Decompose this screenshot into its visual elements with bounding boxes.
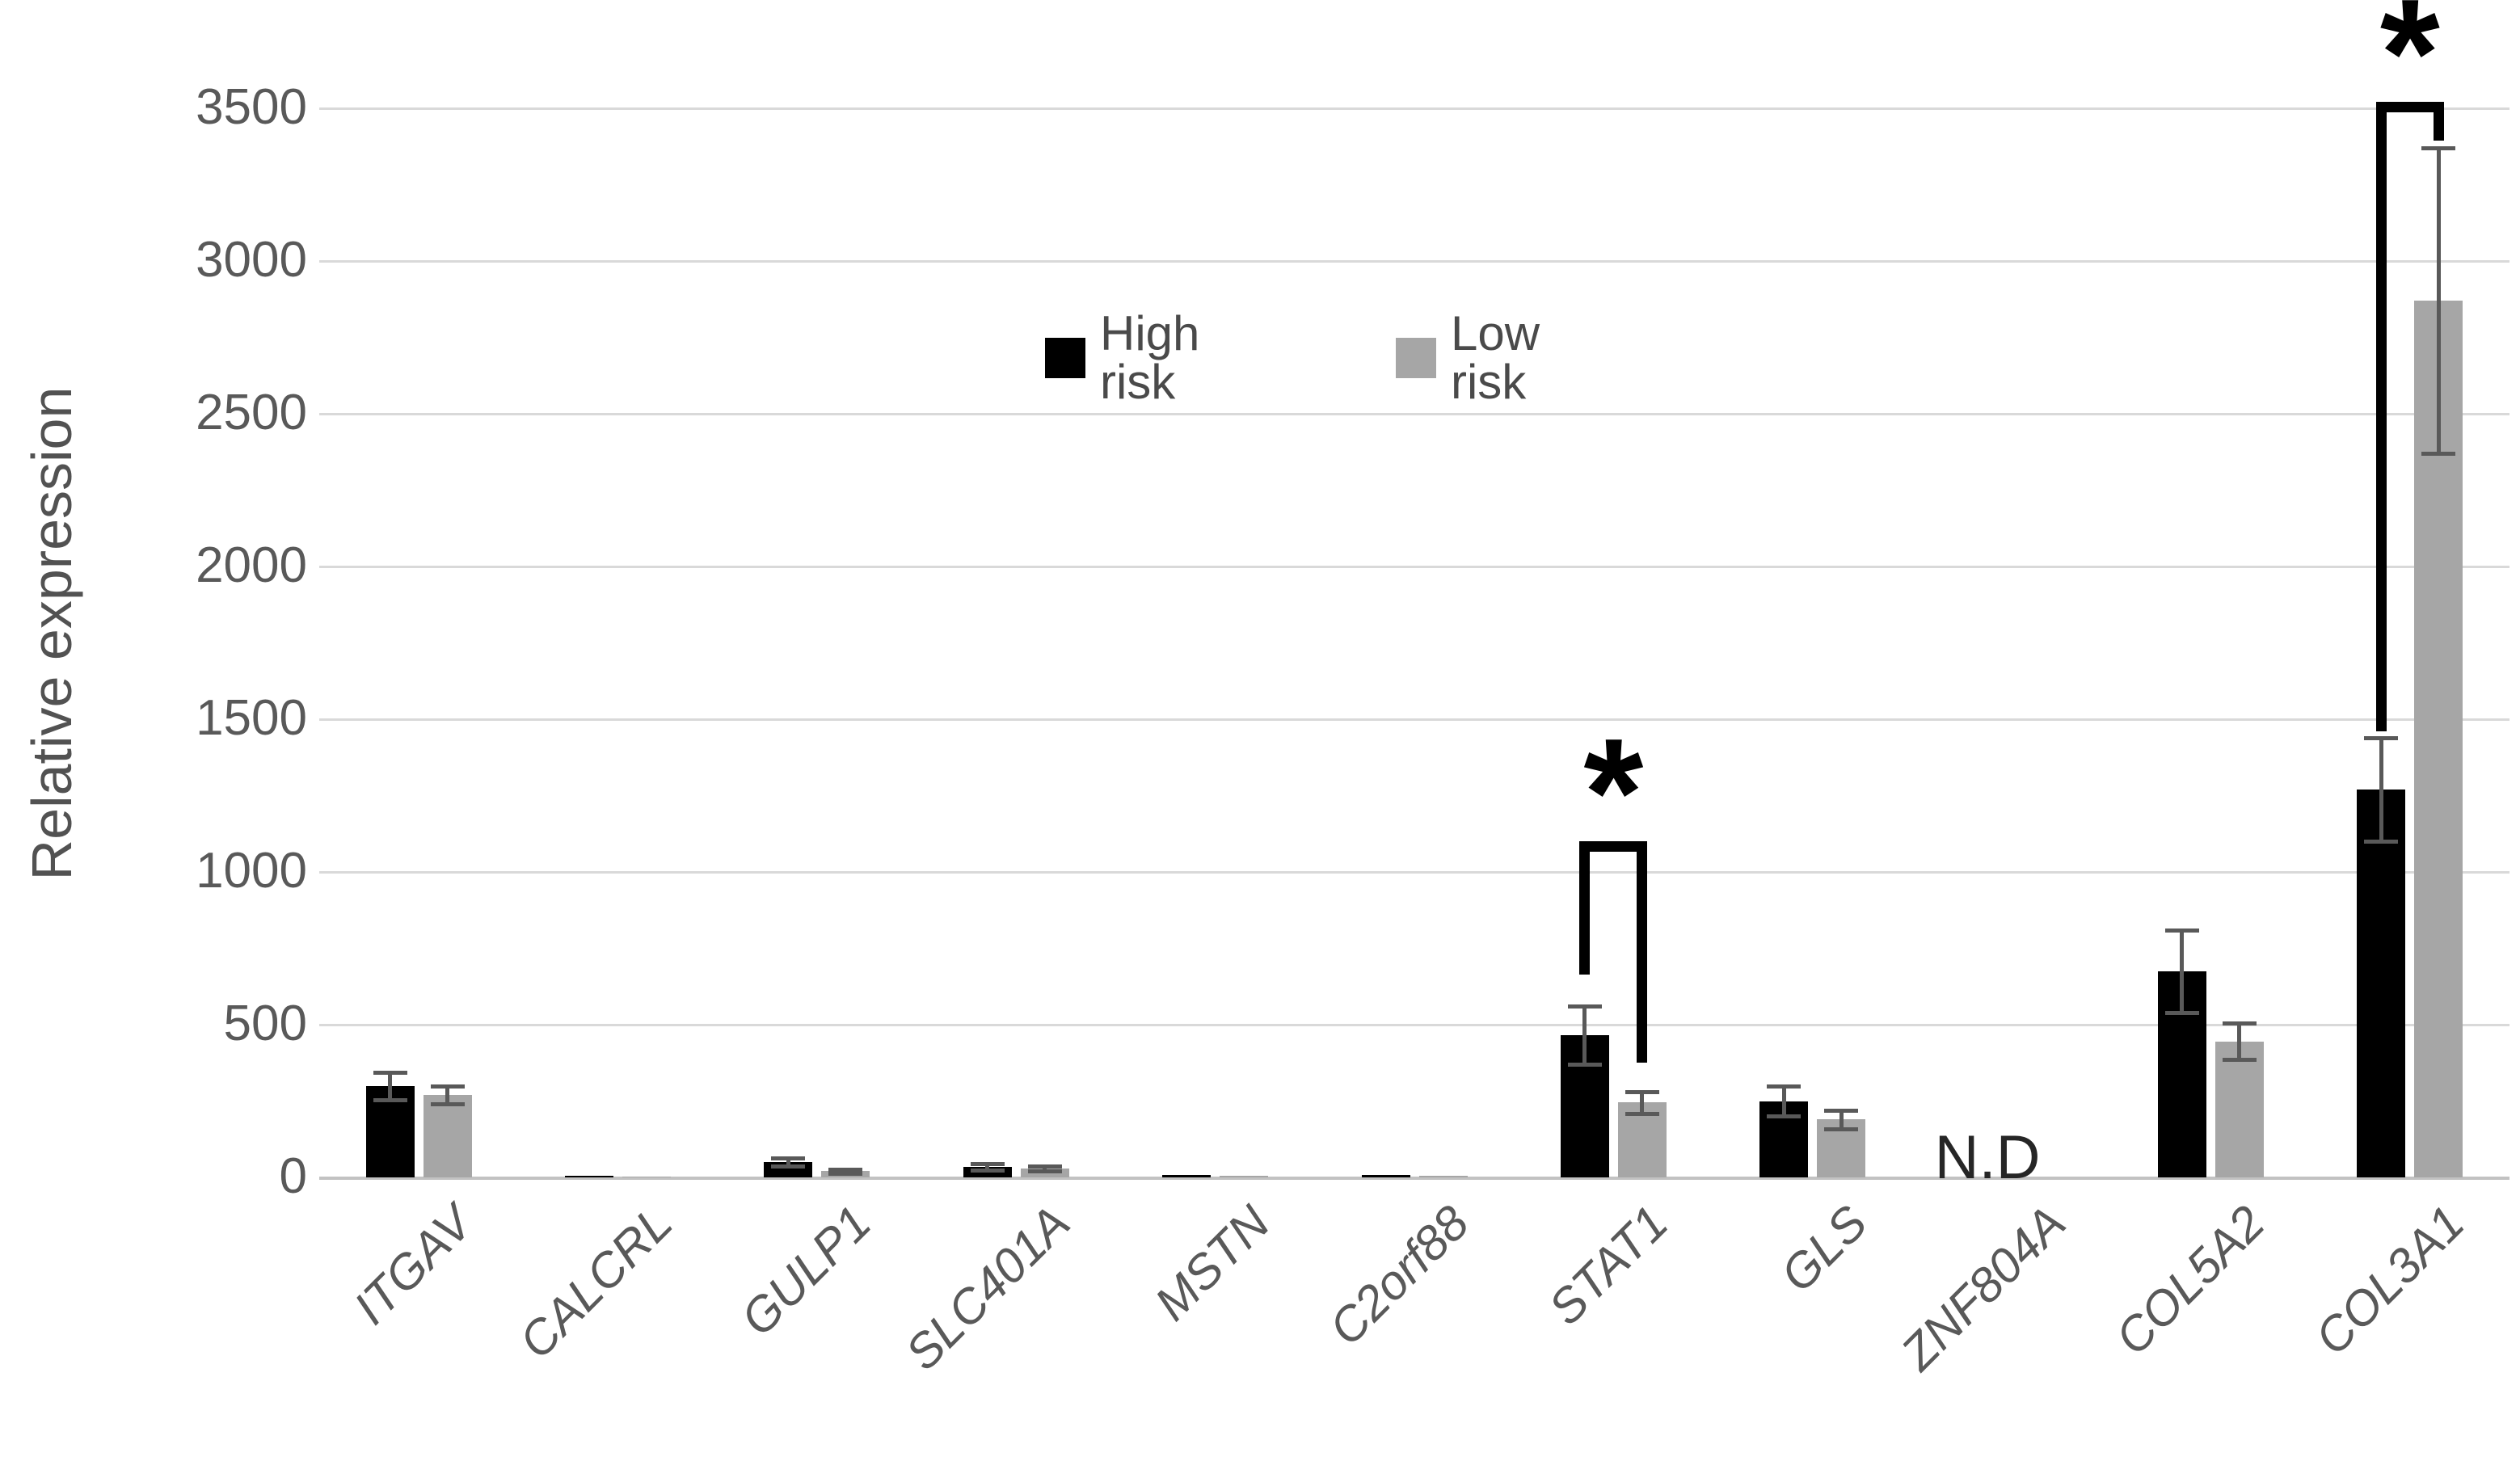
x-axis-line bbox=[319, 1177, 2509, 1180]
bar-low-risk bbox=[1418, 1176, 1468, 1177]
x-category-label: GULP1 bbox=[730, 1195, 882, 1346]
error-bar-cap bbox=[1767, 1114, 1802, 1119]
error-bar bbox=[2180, 929, 2185, 1013]
error-bar bbox=[1582, 1006, 1587, 1065]
x-category-label: COL3A1 bbox=[2304, 1195, 2475, 1366]
error-bar bbox=[388, 1072, 393, 1100]
legend-swatch bbox=[1045, 338, 1085, 378]
error-bar-cap bbox=[1567, 1063, 1602, 1067]
error-bar-cap bbox=[2364, 735, 2399, 740]
legend-swatch bbox=[1396, 338, 1436, 378]
error-bar-cap bbox=[1625, 1090, 1659, 1095]
error-bar-cap bbox=[1027, 1169, 1062, 1173]
x-category-label: GLS bbox=[1770, 1195, 1877, 1303]
y-tick-label: 3000 bbox=[196, 231, 307, 288]
y-tick-label: 3500 bbox=[196, 78, 307, 135]
error-bar bbox=[2237, 1023, 2242, 1060]
x-category-label: ZNF804A bbox=[1890, 1195, 2076, 1381]
error-bar-cap bbox=[1824, 1108, 1859, 1113]
significance-bracket bbox=[1579, 841, 1648, 853]
error-bar bbox=[985, 1163, 990, 1170]
x-category-label: ITGAV bbox=[343, 1195, 483, 1335]
error-bar-cap bbox=[1625, 1111, 1659, 1116]
bar-low-risk bbox=[423, 1094, 472, 1177]
error-bar-cap bbox=[2421, 146, 2456, 151]
x-category-label: MSTN bbox=[1144, 1195, 1280, 1331]
error-bar-cap bbox=[2421, 452, 2456, 457]
gridline bbox=[319, 413, 2509, 415]
y-tick-label: 1000 bbox=[196, 842, 307, 899]
error-bar-cap bbox=[970, 1161, 1005, 1166]
legend-item-low-risk: Low risk bbox=[1396, 310, 1540, 406]
error-bar bbox=[786, 1158, 790, 1166]
y-tick-label: 2500 bbox=[196, 384, 307, 440]
x-category-label: C2orf88 bbox=[1318, 1195, 1479, 1356]
significance-bracket-leg bbox=[2375, 102, 2387, 732]
bar-low-risk bbox=[1220, 1176, 1269, 1177]
legend-label: High risk bbox=[1100, 306, 1200, 409]
significance-bracket-leg bbox=[2433, 102, 2444, 141]
error-bar bbox=[2379, 737, 2383, 842]
error-bar-cap bbox=[1824, 1126, 1859, 1131]
not-detected-label: N.D bbox=[1934, 1123, 2041, 1192]
y-tick-label: 2000 bbox=[196, 537, 307, 593]
error-bar bbox=[1781, 1085, 1786, 1117]
error-bar-cap bbox=[1567, 1004, 1602, 1009]
legend-item-high-risk: High risk bbox=[1045, 310, 1199, 406]
significance-bracket bbox=[2375, 102, 2444, 113]
error-bar-cap bbox=[373, 1097, 407, 1102]
legend-label: Low risk bbox=[1451, 306, 1540, 409]
significance-asterisk: * bbox=[2379, 0, 2440, 140]
error-bar-cap bbox=[2222, 1021, 2257, 1026]
error-bar-cap bbox=[373, 1070, 407, 1075]
x-category-label: COL5A2 bbox=[2105, 1195, 2276, 1366]
y-tick-label: 0 bbox=[279, 1147, 307, 1204]
x-category-label: SLC401A bbox=[895, 1195, 1081, 1381]
error-bar-cap bbox=[2364, 840, 2399, 844]
bar-high-risk bbox=[1162, 1174, 1212, 1177]
gridline bbox=[319, 260, 2509, 263]
error-bar-cap bbox=[828, 1171, 863, 1176]
gridline bbox=[319, 1024, 2509, 1026]
error-bar bbox=[1839, 1110, 1844, 1129]
error-bar-cap bbox=[1767, 1084, 1802, 1089]
x-category-label: CALCRL bbox=[508, 1195, 683, 1369]
significance-asterisk: * bbox=[1583, 707, 1644, 879]
error-bar-cap bbox=[771, 1156, 806, 1161]
significance-bracket-leg bbox=[1579, 841, 1591, 975]
error-bar bbox=[2436, 148, 2441, 454]
error-bar-cap bbox=[1027, 1164, 1062, 1169]
bar-high-risk bbox=[565, 1175, 614, 1177]
error-bar-cap bbox=[2222, 1058, 2257, 1063]
significance-bracket-leg bbox=[1637, 841, 1648, 1063]
bar-low-risk bbox=[2214, 1041, 2264, 1177]
error-bar-cap bbox=[430, 1084, 465, 1089]
error-bar-cap bbox=[2164, 1010, 2199, 1015]
bar-high-risk bbox=[1361, 1174, 1410, 1177]
y-tick-label: 1500 bbox=[196, 689, 307, 746]
y-tick-label: 500 bbox=[223, 995, 307, 1051]
gridline bbox=[319, 871, 2509, 874]
bar-high-risk bbox=[2357, 789, 2406, 1177]
error-bar-cap bbox=[771, 1164, 806, 1169]
x-category-label: STAT1 bbox=[1537, 1195, 1678, 1336]
error-bar bbox=[1640, 1092, 1645, 1114]
error-bar-cap bbox=[430, 1102, 465, 1107]
gridline bbox=[319, 718, 2509, 721]
error-bar-cap bbox=[2164, 928, 2199, 933]
error-bar bbox=[1043, 1165, 1047, 1171]
gridline bbox=[319, 107, 2509, 110]
error-bar-cap bbox=[828, 1168, 863, 1173]
error-bar bbox=[445, 1085, 450, 1105]
error-bar-cap bbox=[970, 1168, 1005, 1173]
gridline bbox=[319, 566, 2509, 568]
